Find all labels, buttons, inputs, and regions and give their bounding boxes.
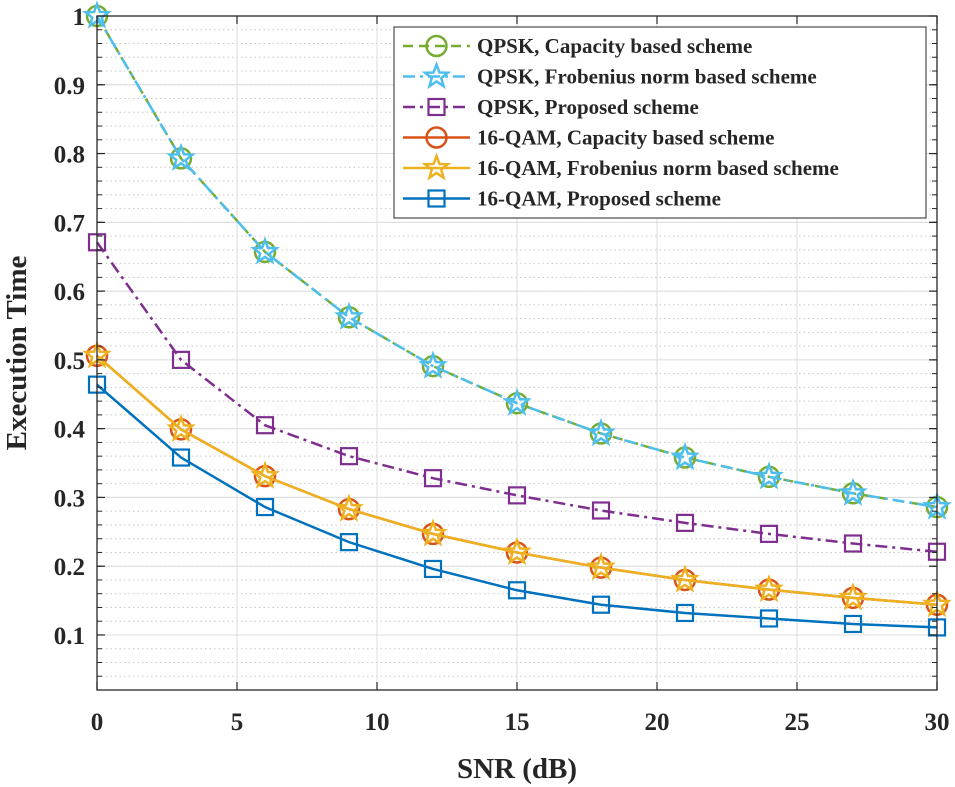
axis-ticks: [96, 15, 938, 691]
data-point: [675, 603, 695, 623]
legend-label: 16-QAM, Capacity based scheme: [477, 126, 774, 150]
data-point: [586, 417, 616, 447]
data-point: [334, 301, 364, 330]
data-point: [166, 142, 196, 171]
x-tick-label: 20: [645, 709, 670, 736]
legend-marker: [421, 60, 452, 90]
legend-label: QPSK, Frobenius norm based scheme: [477, 65, 817, 89]
legend-item: QPSK, Frobenius norm based scheme: [403, 60, 817, 90]
legend-item: QPSK, Proposed scheme: [403, 95, 699, 119]
series-2: [82, 0, 952, 520]
data-point: [670, 564, 700, 593]
series-line: [96, 383, 938, 629]
data-point: [675, 513, 695, 532]
y-tick-label: 0.7: [54, 210, 85, 237]
series-line: [95, 15, 938, 509]
data-point: [339, 447, 359, 466]
data-point: [754, 461, 784, 490]
legend-item: 16-QAM, Proposed scheme: [403, 187, 721, 211]
data-point: [586, 551, 616, 581]
data-point: [250, 460, 280, 489]
y-tick-label: 0.9: [54, 73, 85, 100]
series-line: [96, 354, 938, 606]
data-point: [502, 387, 532, 416]
legend-marker: [425, 126, 448, 149]
series-layer: [82, 0, 952, 637]
y-tick-label: 1: [73, 4, 86, 31]
data-point: [418, 518, 448, 547]
y-axis-label: Execution Time: [1, 256, 33, 451]
data-point: [171, 350, 191, 369]
data-point: [423, 559, 443, 579]
data-point: [507, 581, 527, 600]
x-tick-label: 10: [365, 709, 390, 736]
x-tick-label: 30: [925, 709, 950, 736]
legend-item: 16-QAM, Frobenius norm based scheme: [403, 152, 839, 181]
series-line: [95, 15, 938, 509]
data-point: [255, 416, 275, 435]
data-point: [418, 350, 448, 379]
data-point: [339, 533, 359, 552]
data-point: [255, 497, 275, 517]
data-point: [507, 486, 527, 505]
data-point: [759, 609, 779, 628]
data-point: [166, 413, 196, 442]
x-tick-label: 25: [785, 709, 810, 736]
x-tick-label: 5: [231, 709, 244, 736]
legend-marker: [427, 97, 446, 117]
legend-item: QPSK, Capacity based scheme: [403, 34, 752, 58]
y-tick-label: 0.1: [54, 623, 85, 650]
series-5: [82, 340, 952, 618]
axis-tick-labels: 0 5 10 15 20 25 30 0.1 0.2 0.3 0.4 0.5 0.6 0.7 0.8 0.9 1: [54, 4, 950, 736]
data-point: [591, 595, 611, 614]
y-tick-label: 0.2: [54, 554, 85, 581]
data-point: [334, 493, 364, 522]
data-point: [591, 501, 611, 520]
legend-marker: [421, 152, 452, 181]
legend-label: 16-QAM, Frobenius norm based scheme: [477, 156, 839, 180]
data-point: [171, 448, 191, 467]
y-tick-label: 0.8: [54, 142, 85, 169]
data-point: [670, 441, 700, 471]
data-point: [838, 582, 868, 611]
x-tick-label: 15: [505, 709, 530, 736]
y-tick-label: 0.4: [54, 417, 86, 444]
data-point: [754, 573, 784, 603]
y-tick-label: 0.6: [54, 279, 85, 306]
legend: QPSK, Capacity based scheme QPSK, Frobeni…: [393, 26, 927, 219]
x-axis-label: SNR (dB): [457, 753, 577, 785]
data-point: [502, 536, 532, 566]
legend-label: QPSK, Capacity based scheme: [477, 34, 752, 58]
data-point: [423, 469, 443, 488]
legend-box: [393, 26, 927, 219]
legend-label: QPSK, Proposed scheme: [477, 95, 699, 119]
legend-label: 16-QAM, Proposed scheme: [477, 187, 721, 211]
data-point: [843, 534, 863, 553]
legend-item: 16-QAM, Capacity based scheme: [403, 126, 774, 150]
data-point: [838, 477, 868, 506]
y-tick-label: 0.5: [54, 348, 85, 375]
data-point: [759, 524, 779, 543]
legend-marker: [425, 34, 448, 58]
legend-marker: [427, 189, 446, 208]
x-tick-label: 0: [91, 709, 104, 736]
data-point: [843, 614, 863, 634]
y-tick-label: 0.3: [54, 485, 85, 512]
data-point: [250, 236, 280, 265]
